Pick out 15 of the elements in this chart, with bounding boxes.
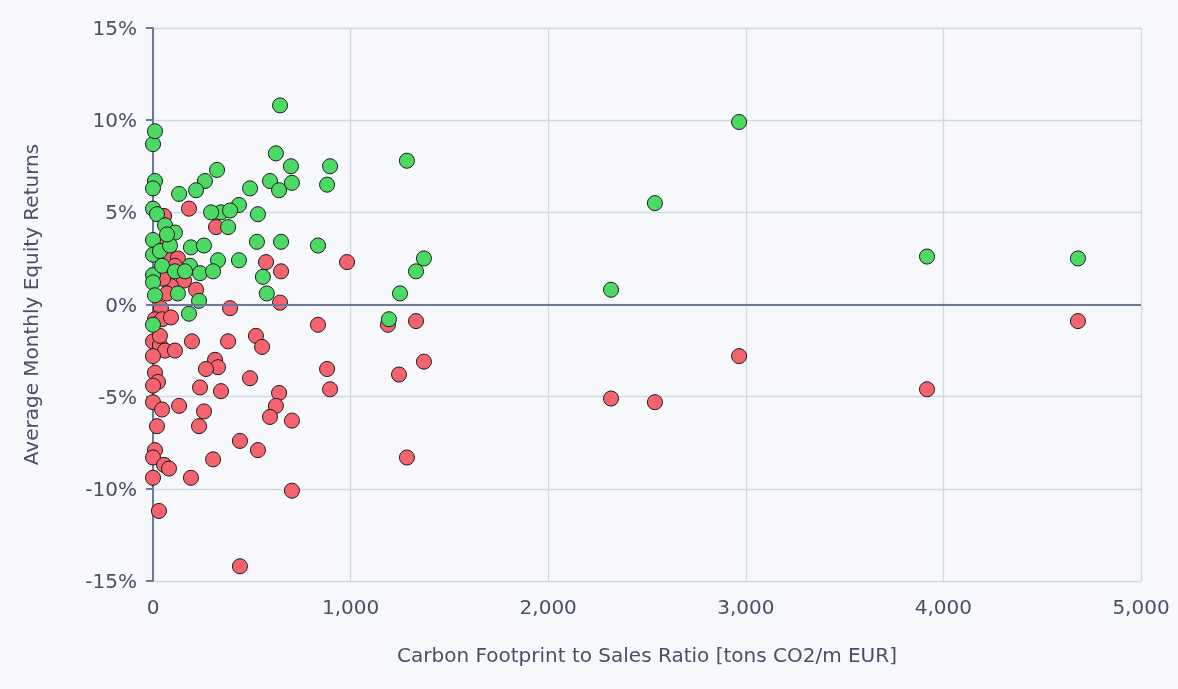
x-tick-label: 5,000 <box>1112 595 1170 619</box>
x-axis-title: Carbon Footprint to Sales Ratio [tons CO2/m EUR] <box>397 643 897 667</box>
x-tick-label: 2,000 <box>519 595 577 619</box>
y-tick-label: -15% <box>85 569 137 593</box>
x-tick-label: 4,000 <box>914 595 973 619</box>
y-tick-label: 15% <box>92 16 137 40</box>
x-tick-label: 0 <box>146 595 160 619</box>
y-tick-label: 5% <box>105 200 137 225</box>
y-tick-label: -5% <box>98 384 137 409</box>
y-axis-title: Average Monthly Equity Returns <box>19 143 43 466</box>
x-tick-label: 3,000 <box>717 595 775 619</box>
y-tick-label: -10% <box>85 476 137 501</box>
x-tick-label: 1,000 <box>321 595 380 619</box>
y-tick-label: 10% <box>92 108 137 133</box>
y-tick-label: 0% <box>105 292 137 317</box>
